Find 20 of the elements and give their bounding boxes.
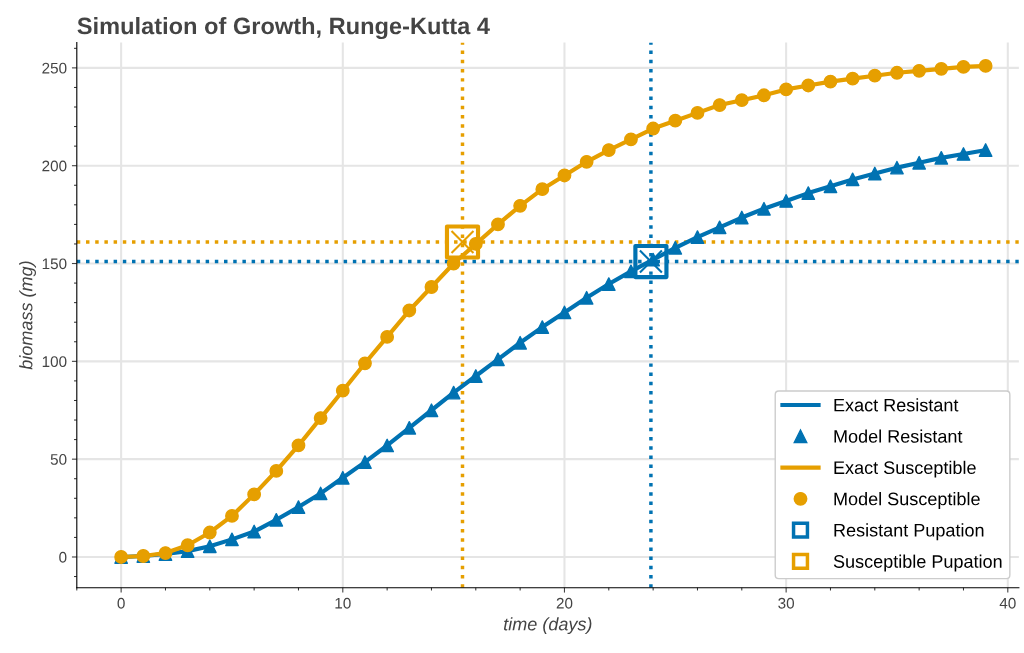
x-tick-label: 0 (117, 597, 125, 609)
legend-label: Exact Resistant (834, 398, 959, 412)
y-tick-label: 250 (42, 62, 67, 74)
y-tick-label: 150 (42, 258, 67, 270)
legend-label: Resistant Pupation (834, 523, 984, 541)
x-axis-title: time (days) (504, 617, 592, 635)
chart-title: Simulation of Growth, Runge-Kutta 4 (77, 17, 490, 40)
y-tick-label: 0 (59, 551, 67, 563)
x-tick-label: 20 (556, 597, 573, 609)
x-tick-label: 40 (999, 597, 1016, 609)
legend-label: Model Susceptible (834, 492, 980, 509)
legend-label: Susceptible Pupation (833, 554, 1002, 572)
y-tick-label: 200 (42, 160, 67, 172)
legend-label: Exact Susceptible (834, 460, 976, 478)
x-tick-label: 10 (335, 597, 351, 609)
y-tick-label: 100 (42, 356, 67, 368)
x-tick-label: 30 (778, 597, 795, 609)
y-axis-title: biomass (mg) (19, 261, 37, 370)
y-tick-label: 50 (50, 454, 67, 465)
legend-label: Model Resistant (834, 429, 963, 443)
